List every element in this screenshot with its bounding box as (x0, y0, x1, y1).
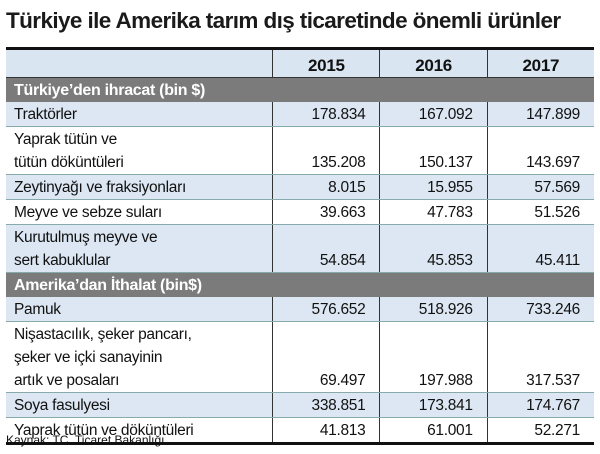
value-cell: 317.537 (486, 321, 594, 393)
value-cell: 69.497 (272, 321, 381, 393)
value-cell: 57.569 (486, 174, 594, 200)
label-line: Kurutulmuş meyve ve (14, 229, 158, 246)
value-cell: 15.955 (379, 174, 488, 200)
label-line: tütün döküntüleri (14, 154, 124, 171)
label-line: Pamuk (14, 301, 61, 318)
value-cell: 51.526 (486, 199, 594, 225)
value-cell: 8.015 (272, 174, 381, 200)
value-cell: 174.767 (486, 392, 594, 418)
label-line: artık ve posaları (14, 372, 120, 389)
row-label: Yaprak tütün ve döküntüleri (6, 417, 274, 444)
value-cell: 45.411 (486, 224, 594, 273)
value-cell: 338.851 (272, 392, 381, 418)
value-cell: 178.834 (272, 102, 381, 127)
title: Türkiye ile Amerika tarım dış ticaretind… (6, 8, 561, 33)
value-cell: 54.854 (272, 224, 381, 273)
year-header: 2015 (272, 48, 381, 78)
row-label: Pamuk (6, 297, 274, 322)
value-cell: 733.246 (486, 297, 594, 322)
data-row: Zeytinyağı ve fraksiyonları 8.015 15.955 57… (6, 174, 594, 200)
value-cell: 61.001 (379, 417, 488, 444)
label-line: Yaprak tütün ve döküntüleri (14, 422, 194, 439)
row-label: Traktörler (6, 102, 274, 127)
label-line: Zeytinyağı ve fraksiyonları (14, 179, 186, 196)
value-cell: 150.137 (379, 126, 488, 175)
data-row: Traktörler 178.834 167.092 147.899 (6, 102, 594, 127)
value-cell: 173.841 (379, 392, 488, 418)
data-row: Yaprak tütün ve döküntüleri 41.813 61.001 5… (6, 417, 594, 444)
source: Kaynak: TC. Ticaret Bakanlığı (6, 433, 165, 447)
year-header: 2017 (486, 48, 594, 78)
row-label: Soya fasulyesi (6, 392, 274, 418)
trade-table: 2015 2016 2017 Türkiye’den ihracat (bin $) T… (6, 47, 594, 445)
value-cell: 45.853 (379, 224, 488, 273)
data-row: Soya fasulyesi 338.851 173.841 174.767 (6, 392, 594, 418)
label-line: Nişastacılık, şeker pancarı, (14, 326, 192, 343)
data-row: Nişastacılık, şeker pancarı, şeker ve içk… (6, 321, 594, 393)
value-cell: 52.271 (486, 417, 594, 444)
value-cell: 41.813 (272, 417, 381, 444)
section-row: Amerika’dan İthalat (bin$) (6, 272, 594, 297)
value-cell: 576.652 (272, 297, 381, 322)
row-label: Yaprak tütün ve tütün döküntüleri (6, 126, 274, 175)
header-row: 2015 2016 2017 (6, 48, 594, 78)
value-cell: 147.899 (486, 102, 594, 127)
value-cell: 143.697 (486, 126, 594, 175)
header-blank (6, 48, 274, 78)
row-label: Meyve ve sebze suları (6, 199, 274, 225)
label-line: Traktörler (14, 106, 77, 123)
label-line: şeker ve içki sanayinin (14, 349, 163, 366)
section-row: Türkiye’den ihracat (bin $) (6, 77, 594, 102)
label-line: Soya fasulyesi (14, 397, 110, 414)
value-cell: 197.988 (379, 321, 488, 393)
value-cell: 47.783 (379, 199, 488, 225)
value-cell: 167.092 (379, 102, 488, 127)
label-line: Yaprak tütün ve (14, 131, 117, 148)
section-title: Amerika’dan İthalat (bin$) (6, 272, 594, 297)
data-row: Kurutulmuş meyve ve sert kabuklular 54.854… (6, 224, 594, 273)
row-label: Nişastacılık, şeker pancarı, şeker ve içk… (6, 321, 274, 393)
row-label: Zeytinyağı ve fraksiyonları (6, 174, 274, 200)
value-cell: 39.663 (272, 199, 381, 225)
data-row: Yaprak tütün ve tütün döküntüleri 135.208 1… (6, 126, 594, 175)
year-header: 2016 (379, 48, 488, 78)
data-row: Meyve ve sebze suları 39.663 47.783 51.526 (6, 199, 594, 225)
label-line: sert kabuklular (14, 252, 111, 269)
label-line: Meyve ve sebze suları (14, 204, 162, 221)
row-label: Kurutulmuş meyve ve sert kabuklular (6, 224, 274, 273)
data-row: Pamuk 576.652 518.926 733.246 (6, 297, 594, 322)
value-cell: 518.926 (379, 297, 488, 322)
value-cell: 135.208 (272, 126, 381, 175)
section-title: Türkiye’den ihracat (bin $) (6, 77, 594, 102)
table-body: 2015 2016 2017 Türkiye’den ihracat (bin $) T… (6, 48, 594, 444)
